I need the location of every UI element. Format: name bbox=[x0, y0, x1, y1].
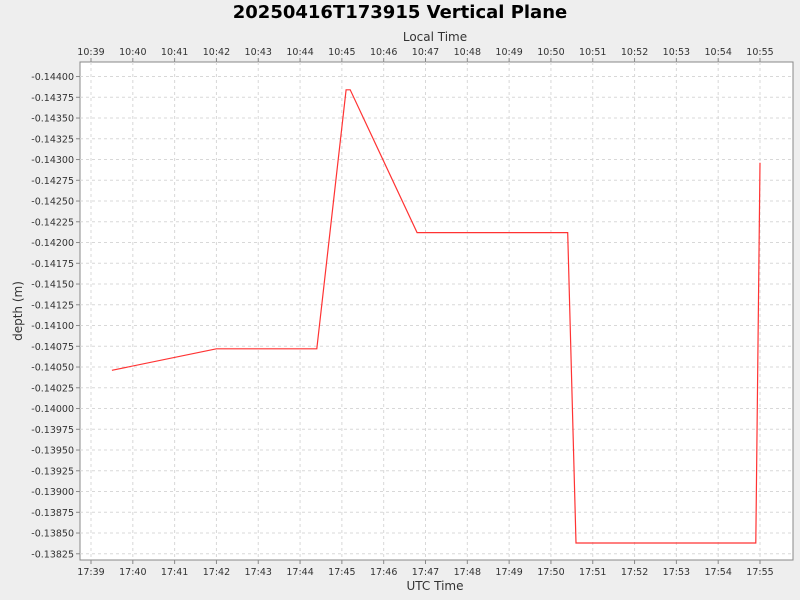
y-tick-label: -0.14250 bbox=[31, 197, 74, 208]
x-tick-label: 17:44 bbox=[286, 567, 313, 578]
x-tick-label: 17:45 bbox=[328, 567, 355, 578]
x-tick-label: 17:46 bbox=[370, 567, 397, 578]
axes: 17:39 10:39 17:40 10:40 17:41 10:41 17:42 10:42… bbox=[31, 47, 773, 578]
x2-tick-label: 10:47 bbox=[412, 47, 439, 58]
y-tick-label: -0.14175 bbox=[31, 259, 74, 270]
y-tick-label: -0.14225 bbox=[31, 217, 74, 228]
x-axis-label: UTC Time bbox=[407, 579, 464, 593]
x-tick-label: 17:40 bbox=[119, 567, 146, 578]
y-tick-label: -0.13950 bbox=[31, 446, 74, 457]
y-tick-label: -0.13975 bbox=[31, 425, 74, 436]
x-tick-label: 17:39 bbox=[77, 567, 104, 578]
x2-tick-label: 10:51 bbox=[579, 47, 606, 58]
x2-tick-label: 10:54 bbox=[704, 47, 731, 58]
x-tick-label: 17:50 bbox=[537, 567, 564, 578]
y-tick-label: -0.14150 bbox=[31, 280, 74, 291]
x2-tick-label: 10:50 bbox=[537, 47, 564, 58]
y-tick-label: -0.13875 bbox=[31, 508, 74, 519]
x-tick-label: 17:42 bbox=[203, 567, 230, 578]
x-tick-label: 17:49 bbox=[495, 567, 522, 578]
x-tick-label: 17:55 bbox=[746, 567, 773, 578]
x-tick-label: 17:53 bbox=[663, 567, 690, 578]
chart-title: 20250416T173915 Vertical Plane bbox=[232, 2, 568, 23]
y-axis-label: depth (m) bbox=[11, 281, 25, 341]
x2-tick-label: 10:45 bbox=[328, 47, 355, 58]
x-tick-label: 17:41 bbox=[161, 567, 188, 578]
x-tick-label: 17:47 bbox=[412, 567, 439, 578]
x2-tick-label: 10:53 bbox=[663, 47, 690, 58]
x2-tick-label: 10:40 bbox=[119, 47, 146, 58]
y-tick-label: -0.14100 bbox=[31, 321, 74, 332]
y-tick-label: -0.14200 bbox=[31, 238, 74, 249]
x-tick-label: 17:52 bbox=[621, 567, 648, 578]
series-line bbox=[111, 89, 761, 544]
y-tick-label: -0.14000 bbox=[31, 404, 74, 415]
x2-tick-label: 10:46 bbox=[370, 47, 397, 58]
y-tick-label: -0.14125 bbox=[31, 300, 74, 311]
x2-tick-label: 10:42 bbox=[203, 47, 230, 58]
y-tick-label: -0.14025 bbox=[31, 383, 74, 394]
x-tick-label: 17:54 bbox=[704, 567, 731, 578]
x2-tick-label: 10:55 bbox=[746, 47, 773, 58]
y-tick-label: -0.14300 bbox=[31, 155, 74, 166]
x2-tick-label: 10:39 bbox=[77, 47, 104, 58]
y-tick-label: -0.13900 bbox=[31, 487, 74, 498]
y-tick-label: -0.14400 bbox=[31, 72, 74, 83]
x2-tick-label: 10:48 bbox=[454, 47, 481, 58]
x2-axis-label: Local Time bbox=[403, 30, 467, 44]
y-tick-label: -0.14275 bbox=[31, 176, 74, 187]
y-tick-label: -0.13925 bbox=[31, 466, 74, 477]
y-tick-label: -0.14050 bbox=[31, 363, 74, 374]
x2-tick-label: 10:44 bbox=[286, 47, 313, 58]
y-tick-label: -0.13850 bbox=[31, 529, 74, 540]
plot-area bbox=[79, 61, 794, 561]
x-tick-label: 17:48 bbox=[454, 567, 481, 578]
x2-tick-label: 10:43 bbox=[245, 47, 272, 58]
y-tick-label: -0.14325 bbox=[31, 134, 74, 145]
y-tick-label: -0.13825 bbox=[31, 549, 74, 560]
x-tick-label: 17:51 bbox=[579, 567, 606, 578]
grid bbox=[80, 62, 793, 560]
series-layer bbox=[111, 89, 761, 544]
x-tick-label: 17:43 bbox=[245, 567, 272, 578]
y-tick-label: -0.14350 bbox=[31, 114, 74, 125]
x2-tick-label: 10:49 bbox=[495, 47, 522, 58]
x2-tick-label: 10:52 bbox=[621, 47, 648, 58]
x2-tick-label: 10:41 bbox=[161, 47, 188, 58]
y-tick-label: -0.14075 bbox=[31, 342, 74, 353]
y-tick-label: -0.14375 bbox=[31, 93, 74, 104]
